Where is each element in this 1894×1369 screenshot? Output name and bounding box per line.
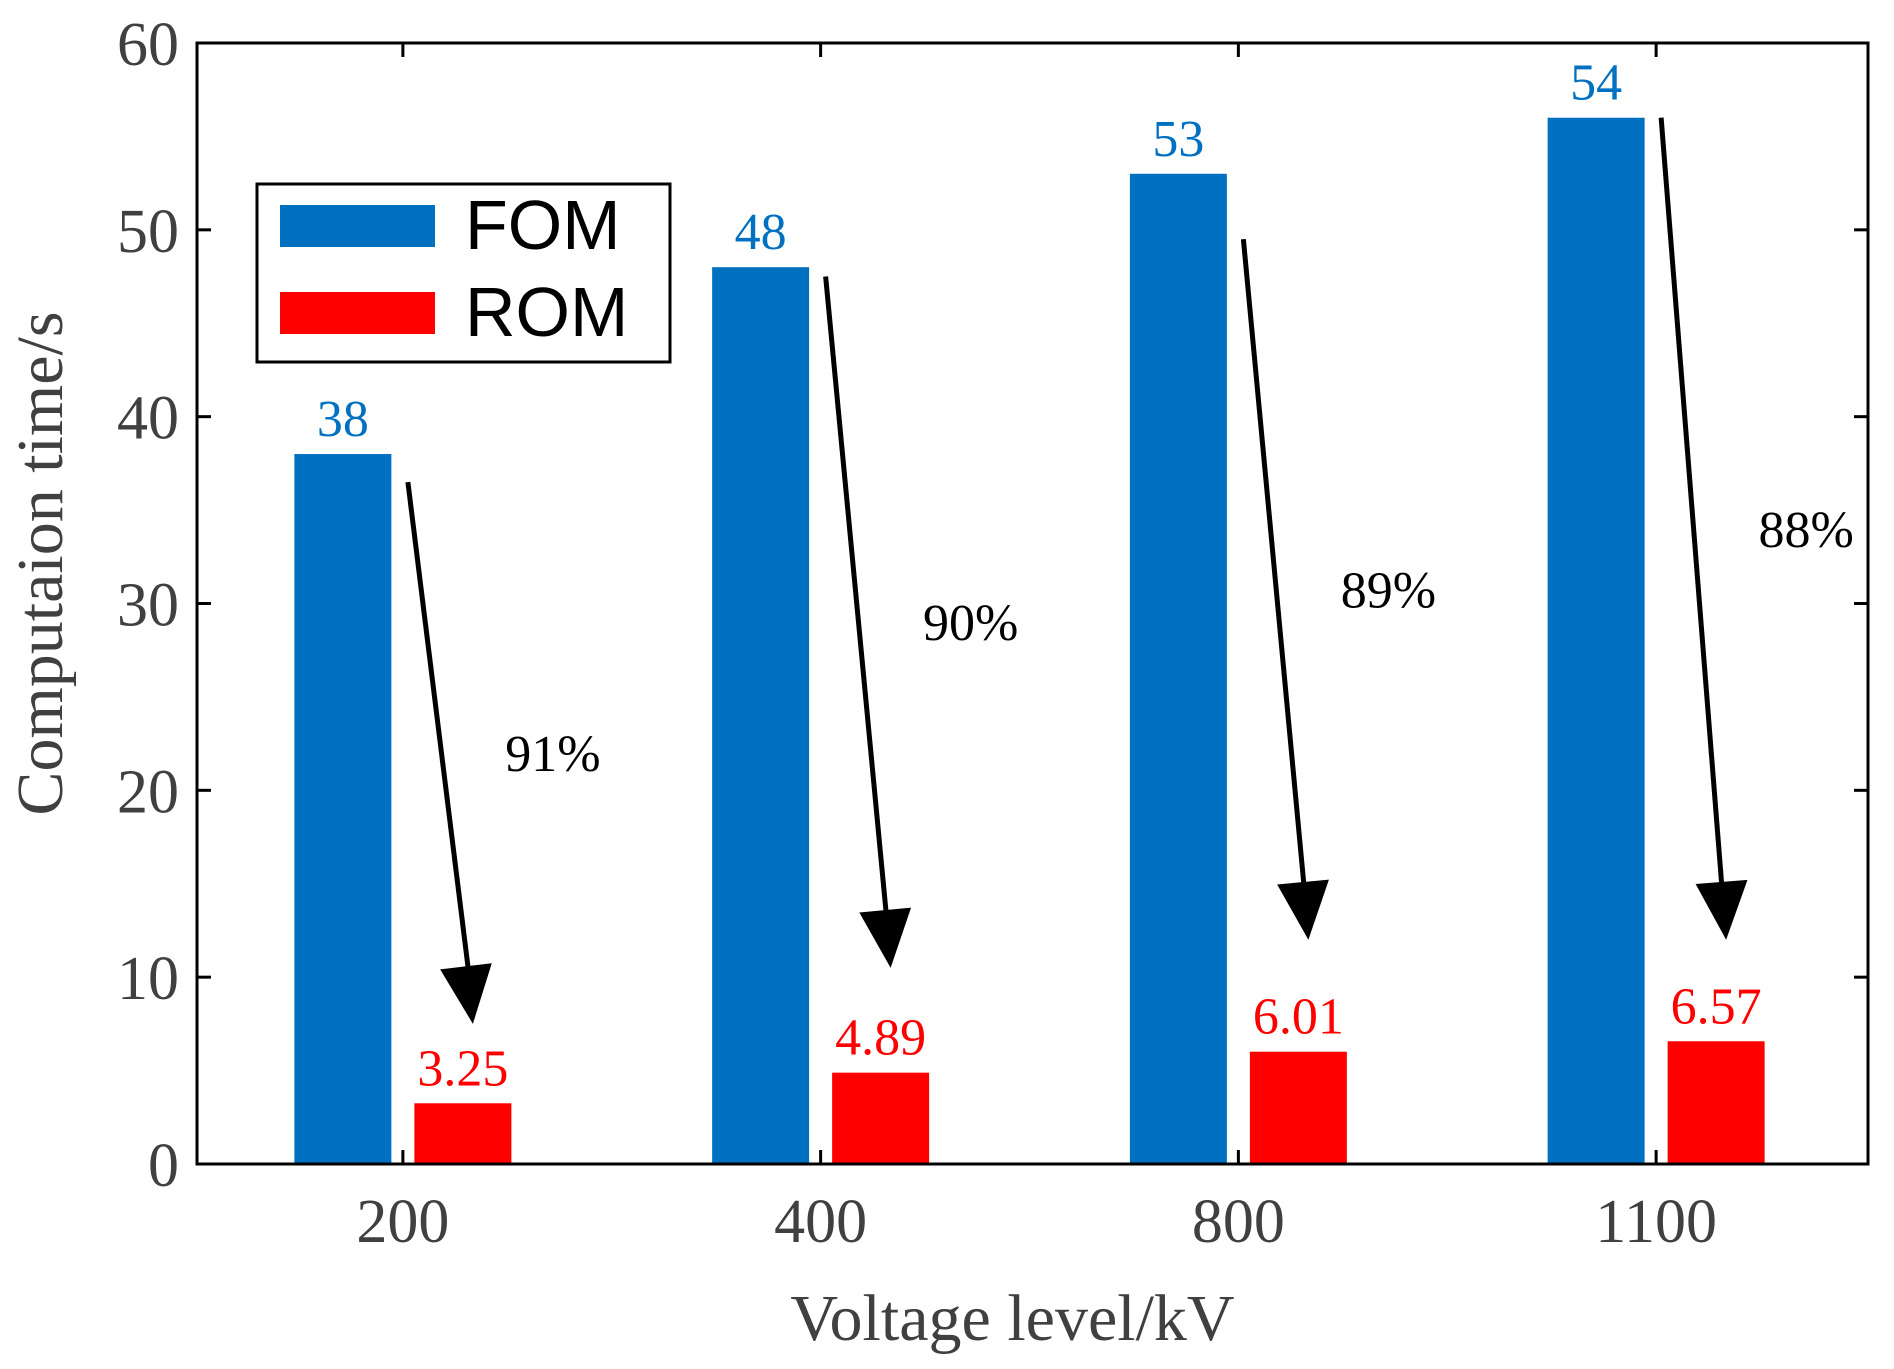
y-tick-label-0: 0 — [148, 1132, 179, 1200]
bar-rom-1100 — [1667, 1041, 1765, 1164]
legend-label-rom: ROM — [465, 273, 628, 351]
bar-fom-400 — [712, 267, 810, 1164]
reduction-arrow-head-200 — [440, 963, 492, 1024]
reduction-label-200: 91% — [505, 726, 600, 783]
y-tick-label-40: 40 — [117, 385, 179, 453]
bar-fom-200 — [294, 454, 392, 1164]
reduction-arrow-head-1100 — [1695, 879, 1748, 940]
data-label-rom-1100: 6.57 — [1671, 978, 1762, 1035]
reduction-arrow-shaft-800 — [1240, 238, 1307, 891]
bar-rom-400 — [832, 1072, 930, 1164]
bars-layer — [294, 117, 1765, 1165]
bar-rom-200 — [414, 1103, 512, 1164]
axis-ticks-layer: 0 10 20 30 40 50 60 200 400 800 1100 — [117, 11, 1868, 1256]
bar-rom-800 — [1249, 1051, 1347, 1164]
reduction-arrows-layer: 91% 90% 89% 88% — [405, 117, 1854, 1024]
x-tick-label-400: 400 — [774, 1188, 867, 1256]
data-label-fom-1100: 54 — [1570, 55, 1622, 112]
reduction-arrow-shaft-200 — [405, 481, 472, 975]
reduction-label-800: 89% — [1341, 562, 1436, 619]
reduction-arrow-shaft-1100 — [1658, 117, 1725, 890]
data-label-rom-400: 4.89 — [835, 1010, 926, 1067]
reduction-arrow-head-800 — [1277, 879, 1329, 940]
legend: FOM ROM — [255, 182, 672, 364]
y-tick-label-20: 20 — [117, 758, 179, 826]
data-label-fom-400: 48 — [735, 204, 787, 261]
x-tick-label-800: 800 — [1192, 1188, 1285, 1256]
data-label-rom-200: 3.25 — [417, 1040, 508, 1097]
y-tick-label-50: 50 — [117, 198, 179, 266]
bar-fom-1100 — [1547, 117, 1645, 1165]
data-label-fom-200: 38 — [317, 391, 369, 448]
reduction-label-1100: 88% — [1758, 502, 1853, 559]
legend-swatch-rom — [280, 292, 435, 334]
y-axis-title: Computaion time/s — [4, 311, 77, 815]
reduction-arrow-head-400 — [859, 907, 912, 968]
legend-swatch-fom — [280, 205, 435, 247]
data-label-rom-800: 6.01 — [1253, 989, 1344, 1046]
bar-fom-800 — [1129, 173, 1227, 1165]
x-axis-title: Voltage level/kV — [790, 1282, 1234, 1355]
reduction-label-400: 90% — [923, 595, 1018, 652]
legend-label-fom: FOM — [465, 186, 621, 264]
y-tick-label-30: 30 — [117, 572, 179, 640]
reduction-arrow-shaft-400 — [823, 276, 890, 919]
y-tick-label-10: 10 — [117, 945, 179, 1013]
y-tick-label-60: 60 — [117, 11, 179, 79]
data-labels-layer: 38 48 53 54 3.25 4.89 6.01 6.57 — [317, 55, 1762, 1098]
data-label-fom-800: 53 — [1152, 111, 1204, 168]
x-tick-label-200: 200 — [356, 1188, 449, 1256]
x-tick-label-1100: 1100 — [1595, 1188, 1717, 1256]
